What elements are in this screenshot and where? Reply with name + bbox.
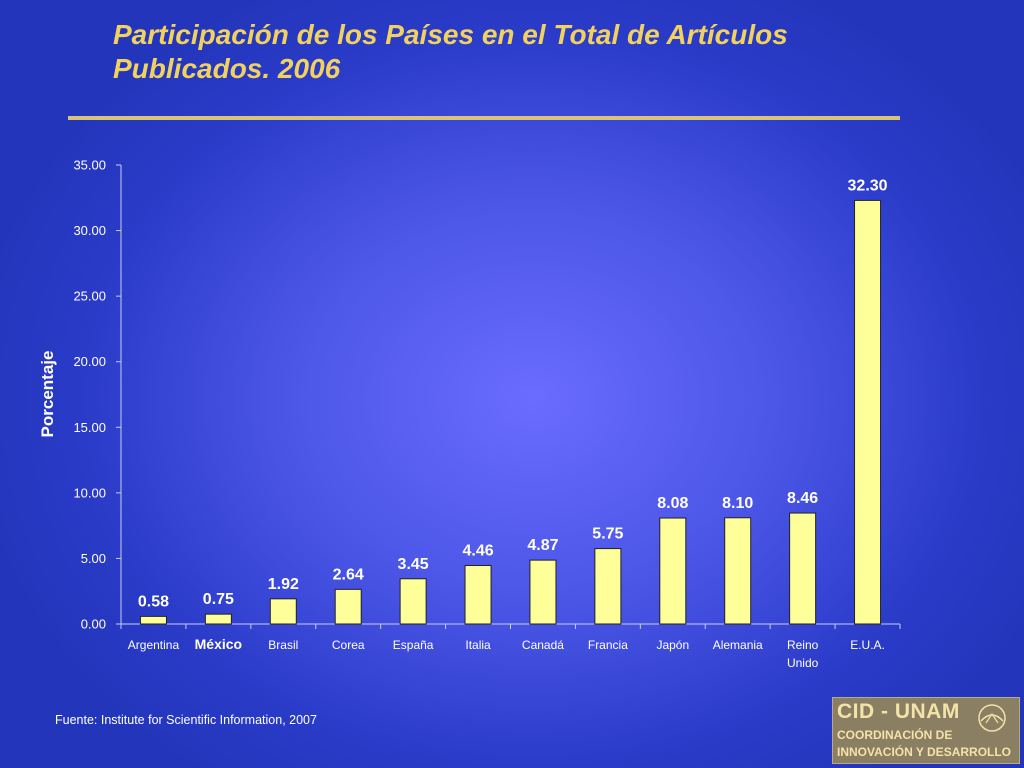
bar bbox=[594, 548, 622, 625]
bar-chart: Porcentaje 0.58 0.75 1.92 2.64 3.45 4.46 4.87 5… bbox=[38, 158, 901, 671]
x-tick-label: E.U.A. bbox=[850, 638, 885, 652]
chart-data-labels: 0.58 0.75 1.92 2.64 3.45 4.46 4.87 5.75 8.08 8.10… bbox=[138, 177, 888, 610]
data-label: 0.58 bbox=[138, 593, 169, 610]
x-tick-label: Corea bbox=[332, 638, 365, 652]
data-label: 8.10 bbox=[722, 495, 753, 512]
title-underline bbox=[68, 116, 900, 120]
cid-unam-logo: CID - UNAM COORDINACIÓN DE INNOVACIÓN Y … bbox=[832, 697, 1020, 764]
x-tick-label: Francia bbox=[588, 638, 628, 652]
x-tick-label: España bbox=[393, 638, 434, 652]
y-tick-label: 30.00 bbox=[73, 223, 106, 238]
y-tick-label: 35.00 bbox=[73, 158, 106, 173]
data-label: 32.30 bbox=[848, 177, 888, 194]
y-tick-label: 5.00 bbox=[81, 551, 106, 566]
bar bbox=[529, 559, 557, 625]
x-tick-label: México bbox=[195, 636, 242, 652]
data-label: 8.08 bbox=[657, 495, 688, 512]
x-tick-label: Brasil bbox=[268, 638, 298, 652]
y-tick-label: 25.00 bbox=[73, 289, 106, 304]
data-label: 8.46 bbox=[787, 490, 818, 507]
x-tick-label: Japón bbox=[656, 638, 689, 652]
source-note: Fuente: Institute for Scientific Informa… bbox=[55, 713, 317, 727]
x-tick-label: Alemania bbox=[713, 638, 763, 652]
data-label: 5.75 bbox=[592, 526, 623, 543]
x-tick-label: Reino bbox=[787, 638, 819, 652]
bar bbox=[139, 615, 167, 625]
logo-line-2: COORDINACIÓN DE bbox=[837, 728, 953, 742]
chart-bars bbox=[139, 199, 882, 625]
unam-seal-icon bbox=[978, 704, 1006, 732]
bar bbox=[399, 578, 427, 625]
data-label: 1.92 bbox=[268, 576, 299, 593]
chart-axes bbox=[116, 164, 901, 629]
y-axis-label: Porcentaje bbox=[38, 351, 57, 438]
x-tick-label: Argentina bbox=[128, 638, 180, 652]
logo-line-3: INNOVACIÓN Y DESARROLLO bbox=[837, 745, 1012, 759]
logo-title: CID - UNAM bbox=[837, 700, 960, 723]
bar bbox=[269, 598, 297, 625]
y-tick-label: 15.00 bbox=[73, 420, 106, 435]
x-tick-label: Italia bbox=[465, 638, 491, 652]
data-label: 2.64 bbox=[333, 566, 364, 583]
y-tick-label: 20.00 bbox=[73, 354, 106, 369]
data-label: 3.45 bbox=[398, 556, 429, 573]
bar bbox=[789, 512, 817, 625]
data-label: 4.87 bbox=[527, 537, 558, 554]
bar bbox=[659, 517, 687, 625]
bar bbox=[204, 613, 232, 625]
bar bbox=[724, 517, 752, 625]
bar bbox=[334, 588, 362, 625]
x-tick-label: Unido bbox=[787, 656, 819, 670]
chart-tick-labels: 0.00 5.00 10.00 15.00 20.00 25.00 30.00 35.00 Ar… bbox=[73, 158, 884, 671]
x-tick-label: Canadá bbox=[522, 638, 564, 652]
y-tick-label: 10.00 bbox=[73, 485, 106, 500]
bar bbox=[854, 199, 882, 625]
bar bbox=[464, 565, 492, 625]
data-label: 0.75 bbox=[203, 591, 234, 608]
slide-title: Participación de los Países en el Total … bbox=[113, 19, 788, 84]
data-label: 4.46 bbox=[462, 543, 493, 560]
y-tick-label: 0.00 bbox=[81, 617, 106, 632]
